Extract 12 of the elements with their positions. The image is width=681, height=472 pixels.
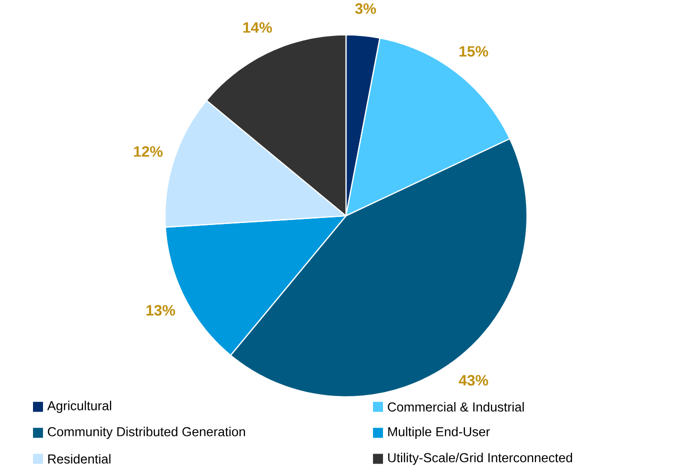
data-label: 12% [134,146,163,157]
legend-label: Utility-Scale/Grid Interconnected [388,452,572,465]
data-label: 43% [458,375,488,386]
legend-label: Agricultural [47,400,112,413]
data-label: 3% [355,3,376,14]
legend-label: Multiple End-User [388,426,490,439]
legend-label: Community Distributed Generation [48,426,245,439]
data-label: 13% [146,305,176,316]
legend-label: Residential [48,454,110,464]
data-label: 14% [243,22,272,33]
data-label: 15% [460,46,488,57]
legend-label: Commercial & Industrial [388,402,524,412]
